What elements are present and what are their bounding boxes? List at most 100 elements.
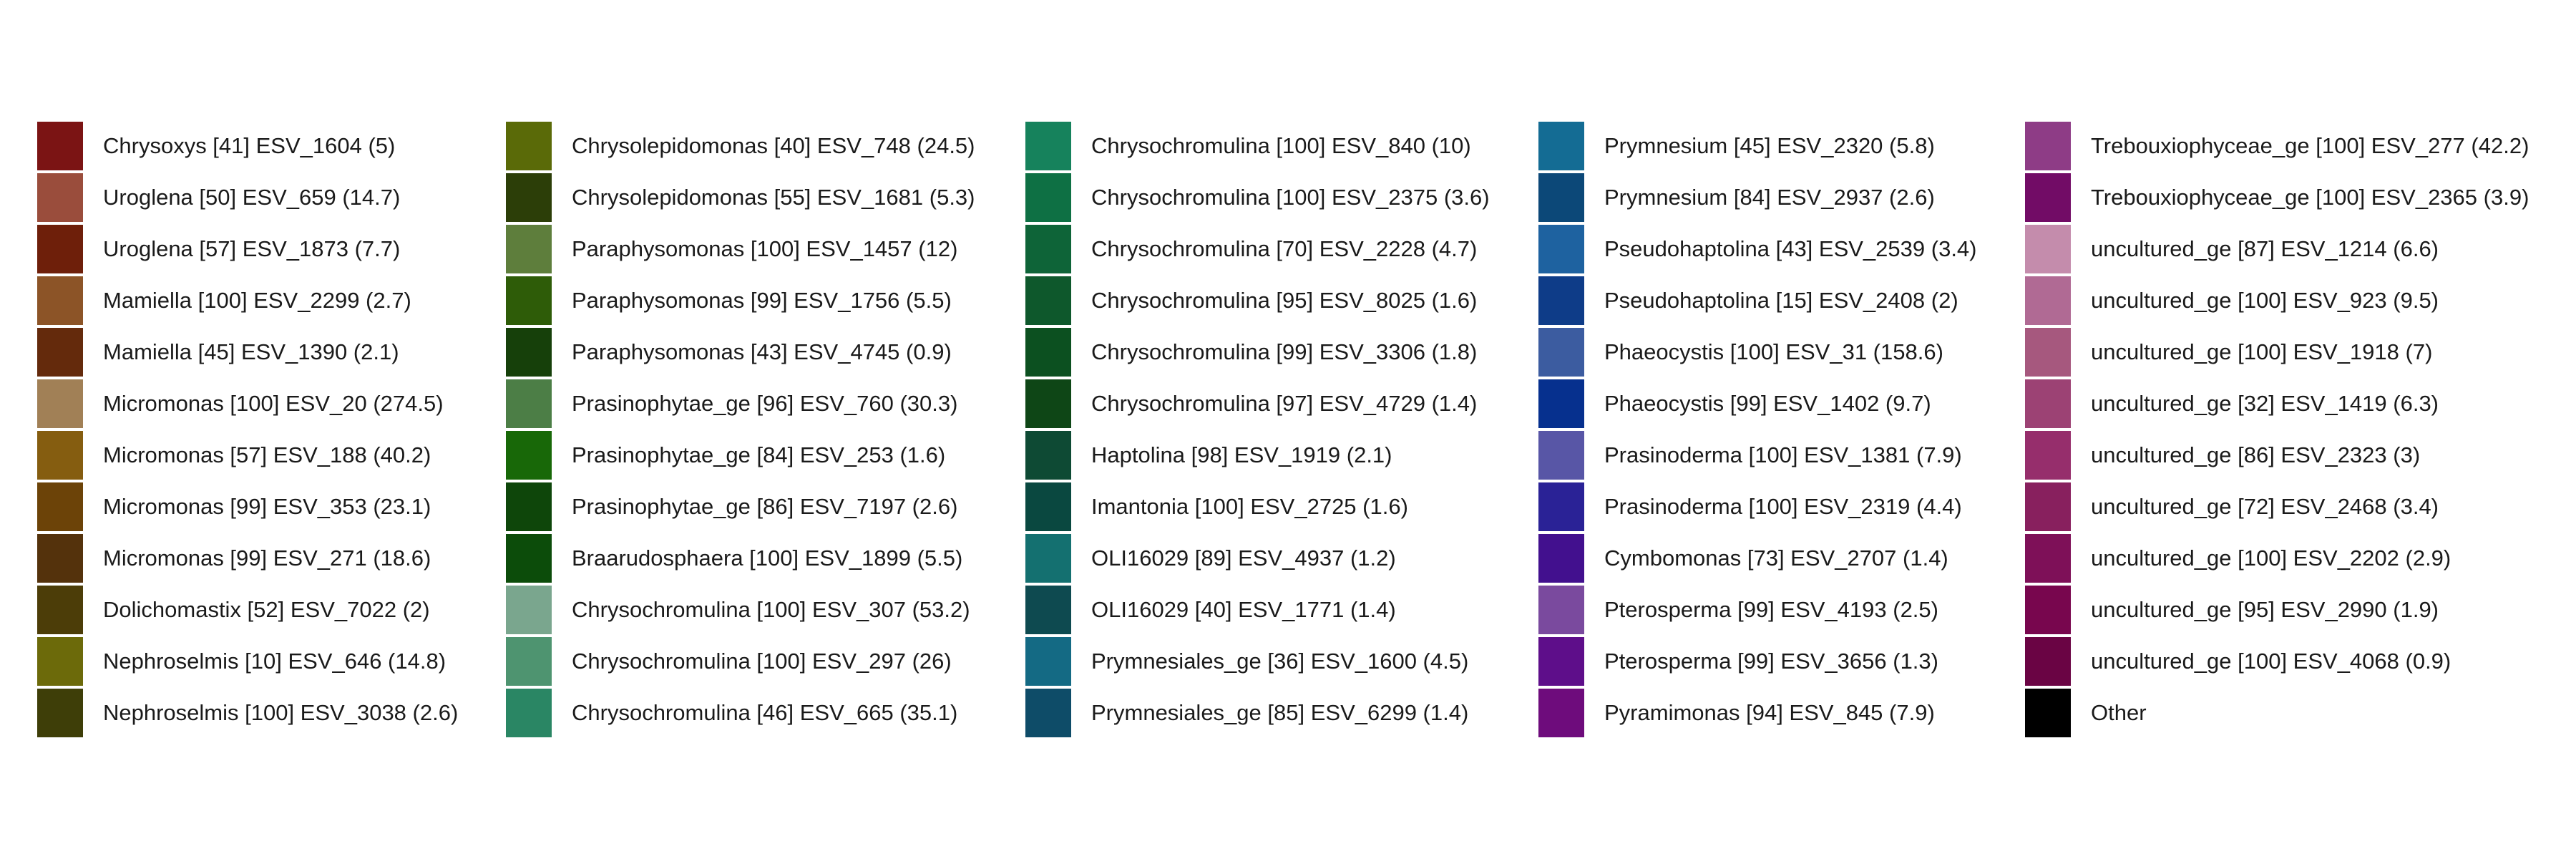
legend-swatch xyxy=(1025,173,1071,222)
legend-column: Chrysochromulina [100] ESV_840 (10) Chrys… xyxy=(1025,120,1538,739)
legend-label: Trebouxiophyceae_ge [100] ESV_2365 (3.9) xyxy=(2091,185,2529,210)
legend-item: Paraphysomonas [100] ESV_1457 (12) xyxy=(506,223,1025,275)
legend-item: Micromonas [100] ESV_20 (274.5) xyxy=(37,378,506,430)
legend-item: Paraphysomonas [43] ESV_4745 (0.9) xyxy=(506,326,1025,378)
legend-label: Prymnesium [84] ESV_2937 (2.6) xyxy=(1604,185,1935,210)
legend-swatch xyxy=(506,689,552,737)
legend-swatch xyxy=(506,431,552,480)
legend-item: OLI16029 [89] ESV_4937 (1.2) xyxy=(1025,533,1538,584)
legend-label: uncultured_ge [100] ESV_2202 (2.9) xyxy=(2091,545,2451,571)
legend-item: Chrysochromulina [95] ESV_8025 (1.6) xyxy=(1025,275,1538,326)
legend-item: Chrysochromulina [100] ESV_307 (53.2) xyxy=(506,584,1025,636)
legend-label: Prymnesium [45] ESV_2320 (5.8) xyxy=(1604,133,1935,158)
legend-swatch xyxy=(37,689,83,737)
legend-swatch xyxy=(1025,689,1071,737)
legend-item: Imantonia [100] ESV_2725 (1.6) xyxy=(1025,481,1538,533)
legend-swatch xyxy=(506,122,552,170)
legend-label: Other xyxy=(2091,700,2147,725)
legend-swatch xyxy=(2025,276,2071,325)
legend-label: Paraphysomonas [100] ESV_1457 (12) xyxy=(572,236,958,261)
legend-item: Prymnesiales_ge [85] ESV_6299 (1.4) xyxy=(1025,687,1538,739)
legend-label: Uroglena [50] ESV_659 (14.7) xyxy=(103,185,401,210)
legend-item: Uroglena [57] ESV_1873 (7.7) xyxy=(37,223,506,275)
legend-item: Dolichomastix [52] ESV_7022 (2) xyxy=(37,584,506,636)
legend-label: Chrysochromulina [100] ESV_307 (53.2) xyxy=(572,597,970,622)
legend-item: Pseudohaptolina [43] ESV_2539 (3.4) xyxy=(1538,223,2025,275)
legend-label: Micromonas [99] ESV_271 (18.6) xyxy=(103,545,431,571)
legend-item: Chrysoxys [41] ESV_1604 (5) xyxy=(37,120,506,172)
legend-item: Phaeocystis [99] ESV_1402 (9.7) xyxy=(1538,378,2025,430)
legend-label: Braarudosphaera [100] ESV_1899 (5.5) xyxy=(572,545,963,571)
legend-swatch xyxy=(37,328,83,377)
legend-label: Micromonas [57] ESV_188 (40.2) xyxy=(103,442,431,467)
legend-swatch xyxy=(1025,431,1071,480)
legend-item: Prasinophytae_ge [84] ESV_253 (1.6) xyxy=(506,430,1025,481)
legend-column: Chrysolepidomonas [40] ESV_748 (24.5) Chr… xyxy=(506,120,1025,739)
legend-label: Pyramimonas [94] ESV_845 (7.9) xyxy=(1604,700,1935,725)
legend-label: uncultured_ge [87] ESV_1214 (6.6) xyxy=(2091,236,2439,261)
legend-swatch xyxy=(37,122,83,170)
legend-label: Imantonia [100] ESV_2725 (1.6) xyxy=(1091,494,1408,519)
legend-label: uncultured_ge [100] ESV_923 (9.5) xyxy=(2091,288,2439,313)
legend-item: Prymnesium [45] ESV_2320 (5.8) xyxy=(1538,120,2025,172)
legend-label: Chrysochromulina [100] ESV_840 (10) xyxy=(1091,133,1471,158)
legend-label: Prasinophytae_ge [86] ESV_7197 (2.6) xyxy=(572,494,958,519)
legend-item: Chrysochromulina [46] ESV_665 (35.1) xyxy=(506,687,1025,739)
legend-swatch xyxy=(1538,173,1584,222)
legend-swatch xyxy=(2025,482,2071,531)
legend-swatch xyxy=(2025,689,2071,737)
legend-item: Mamiella [45] ESV_1390 (2.1) xyxy=(37,326,506,378)
legend-label: uncultured_ge [100] ESV_4068 (0.9) xyxy=(2091,649,2451,674)
legend-swatch xyxy=(2025,637,2071,686)
legend-label: Mamiella [45] ESV_1390 (2.1) xyxy=(103,339,399,364)
legend-item: Micromonas [57] ESV_188 (40.2) xyxy=(37,430,506,481)
legend-swatch xyxy=(506,482,552,531)
legend-item: Micromonas [99] ESV_353 (23.1) xyxy=(37,481,506,533)
legend-item: Chrysochromulina [100] ESV_2375 (3.6) xyxy=(1025,172,1538,223)
legend-swatch xyxy=(1538,534,1584,583)
legend-swatch xyxy=(506,276,552,325)
legend-label: Haptolina [98] ESV_1919 (2.1) xyxy=(1091,442,1392,467)
legend-swatch xyxy=(506,637,552,686)
legend-item: Micromonas [99] ESV_271 (18.6) xyxy=(37,533,506,584)
legend-label: uncultured_ge [95] ESV_2990 (1.9) xyxy=(2091,597,2439,622)
legend-item: Nephroselmis [10] ESV_646 (14.8) xyxy=(37,636,506,687)
legend-item: Prasinophytae_ge [86] ESV_7197 (2.6) xyxy=(506,481,1025,533)
legend-swatch xyxy=(1025,637,1071,686)
legend-item: uncultured_ge [87] ESV_1214 (6.6) xyxy=(2025,223,2526,275)
legend-swatch xyxy=(1025,225,1071,273)
legend-label: uncultured_ge [100] ESV_1918 (7) xyxy=(2091,339,2433,364)
legend-item: Nephroselmis [100] ESV_3038 (2.6) xyxy=(37,687,506,739)
legend-item: Chrysochromulina [97] ESV_4729 (1.4) xyxy=(1025,378,1538,430)
legend-label: Pseudohaptolina [43] ESV_2539 (3.4) xyxy=(1604,236,1977,261)
legend-label: Chrysochromulina [100] ESV_297 (26) xyxy=(572,649,952,674)
legend-label: uncultured_ge [86] ESV_2323 (3) xyxy=(2091,442,2421,467)
legend-swatch xyxy=(2025,586,2071,634)
legend-swatch xyxy=(506,173,552,222)
legend-label: Dolichomastix [52] ESV_7022 (2) xyxy=(103,597,430,622)
legend-item: Chrysochromulina [99] ESV_3306 (1.8) xyxy=(1025,326,1538,378)
legend-swatch xyxy=(1025,122,1071,170)
legend-item: Trebouxiophyceae_ge [100] ESV_2365 (3.9) xyxy=(2025,172,2529,223)
legend-label: Pterosperma [99] ESV_4193 (2.5) xyxy=(1604,597,1938,622)
legend-label: Chrysolepidomonas [40] ESV_748 (24.5) xyxy=(572,133,975,158)
legend-label: Prasinophytae_ge [96] ESV_760 (30.3) xyxy=(572,391,958,416)
legend-swatch xyxy=(1538,225,1584,273)
legend-label: Nephroselmis [100] ESV_3038 (2.6) xyxy=(103,700,459,725)
legend-swatch xyxy=(37,225,83,273)
legend-item: Pyramimonas [94] ESV_845 (7.9) xyxy=(1538,687,2025,739)
legend-label: Mamiella [100] ESV_2299 (2.7) xyxy=(103,288,411,313)
legend-label: Phaeocystis [100] ESV_31 (158.6) xyxy=(1604,339,1943,364)
legend-item: Trebouxiophyceae_ge [100] ESV_277 (42.2) xyxy=(2025,120,2529,172)
legend-swatch xyxy=(2025,328,2071,377)
legend-item: uncultured_ge [86] ESV_2323 (3) xyxy=(2025,430,2526,481)
legend-swatch xyxy=(1538,689,1584,737)
legend-item: uncultured_ge [72] ESV_2468 (3.4) xyxy=(2025,481,2526,533)
legend-item: Braarudosphaera [100] ESV_1899 (5.5) xyxy=(506,533,1025,584)
legend-label: Micromonas [99] ESV_353 (23.1) xyxy=(103,494,431,519)
legend-item: Prasinoderma [100] ESV_2319 (4.4) xyxy=(1538,481,2025,533)
legend-item: Chrysolepidomonas [40] ESV_748 (24.5) xyxy=(506,120,1025,172)
legend-swatch xyxy=(1538,586,1584,634)
legend-label: Prasinophytae_ge [84] ESV_253 (1.6) xyxy=(572,442,946,467)
legend-swatch xyxy=(1025,586,1071,634)
